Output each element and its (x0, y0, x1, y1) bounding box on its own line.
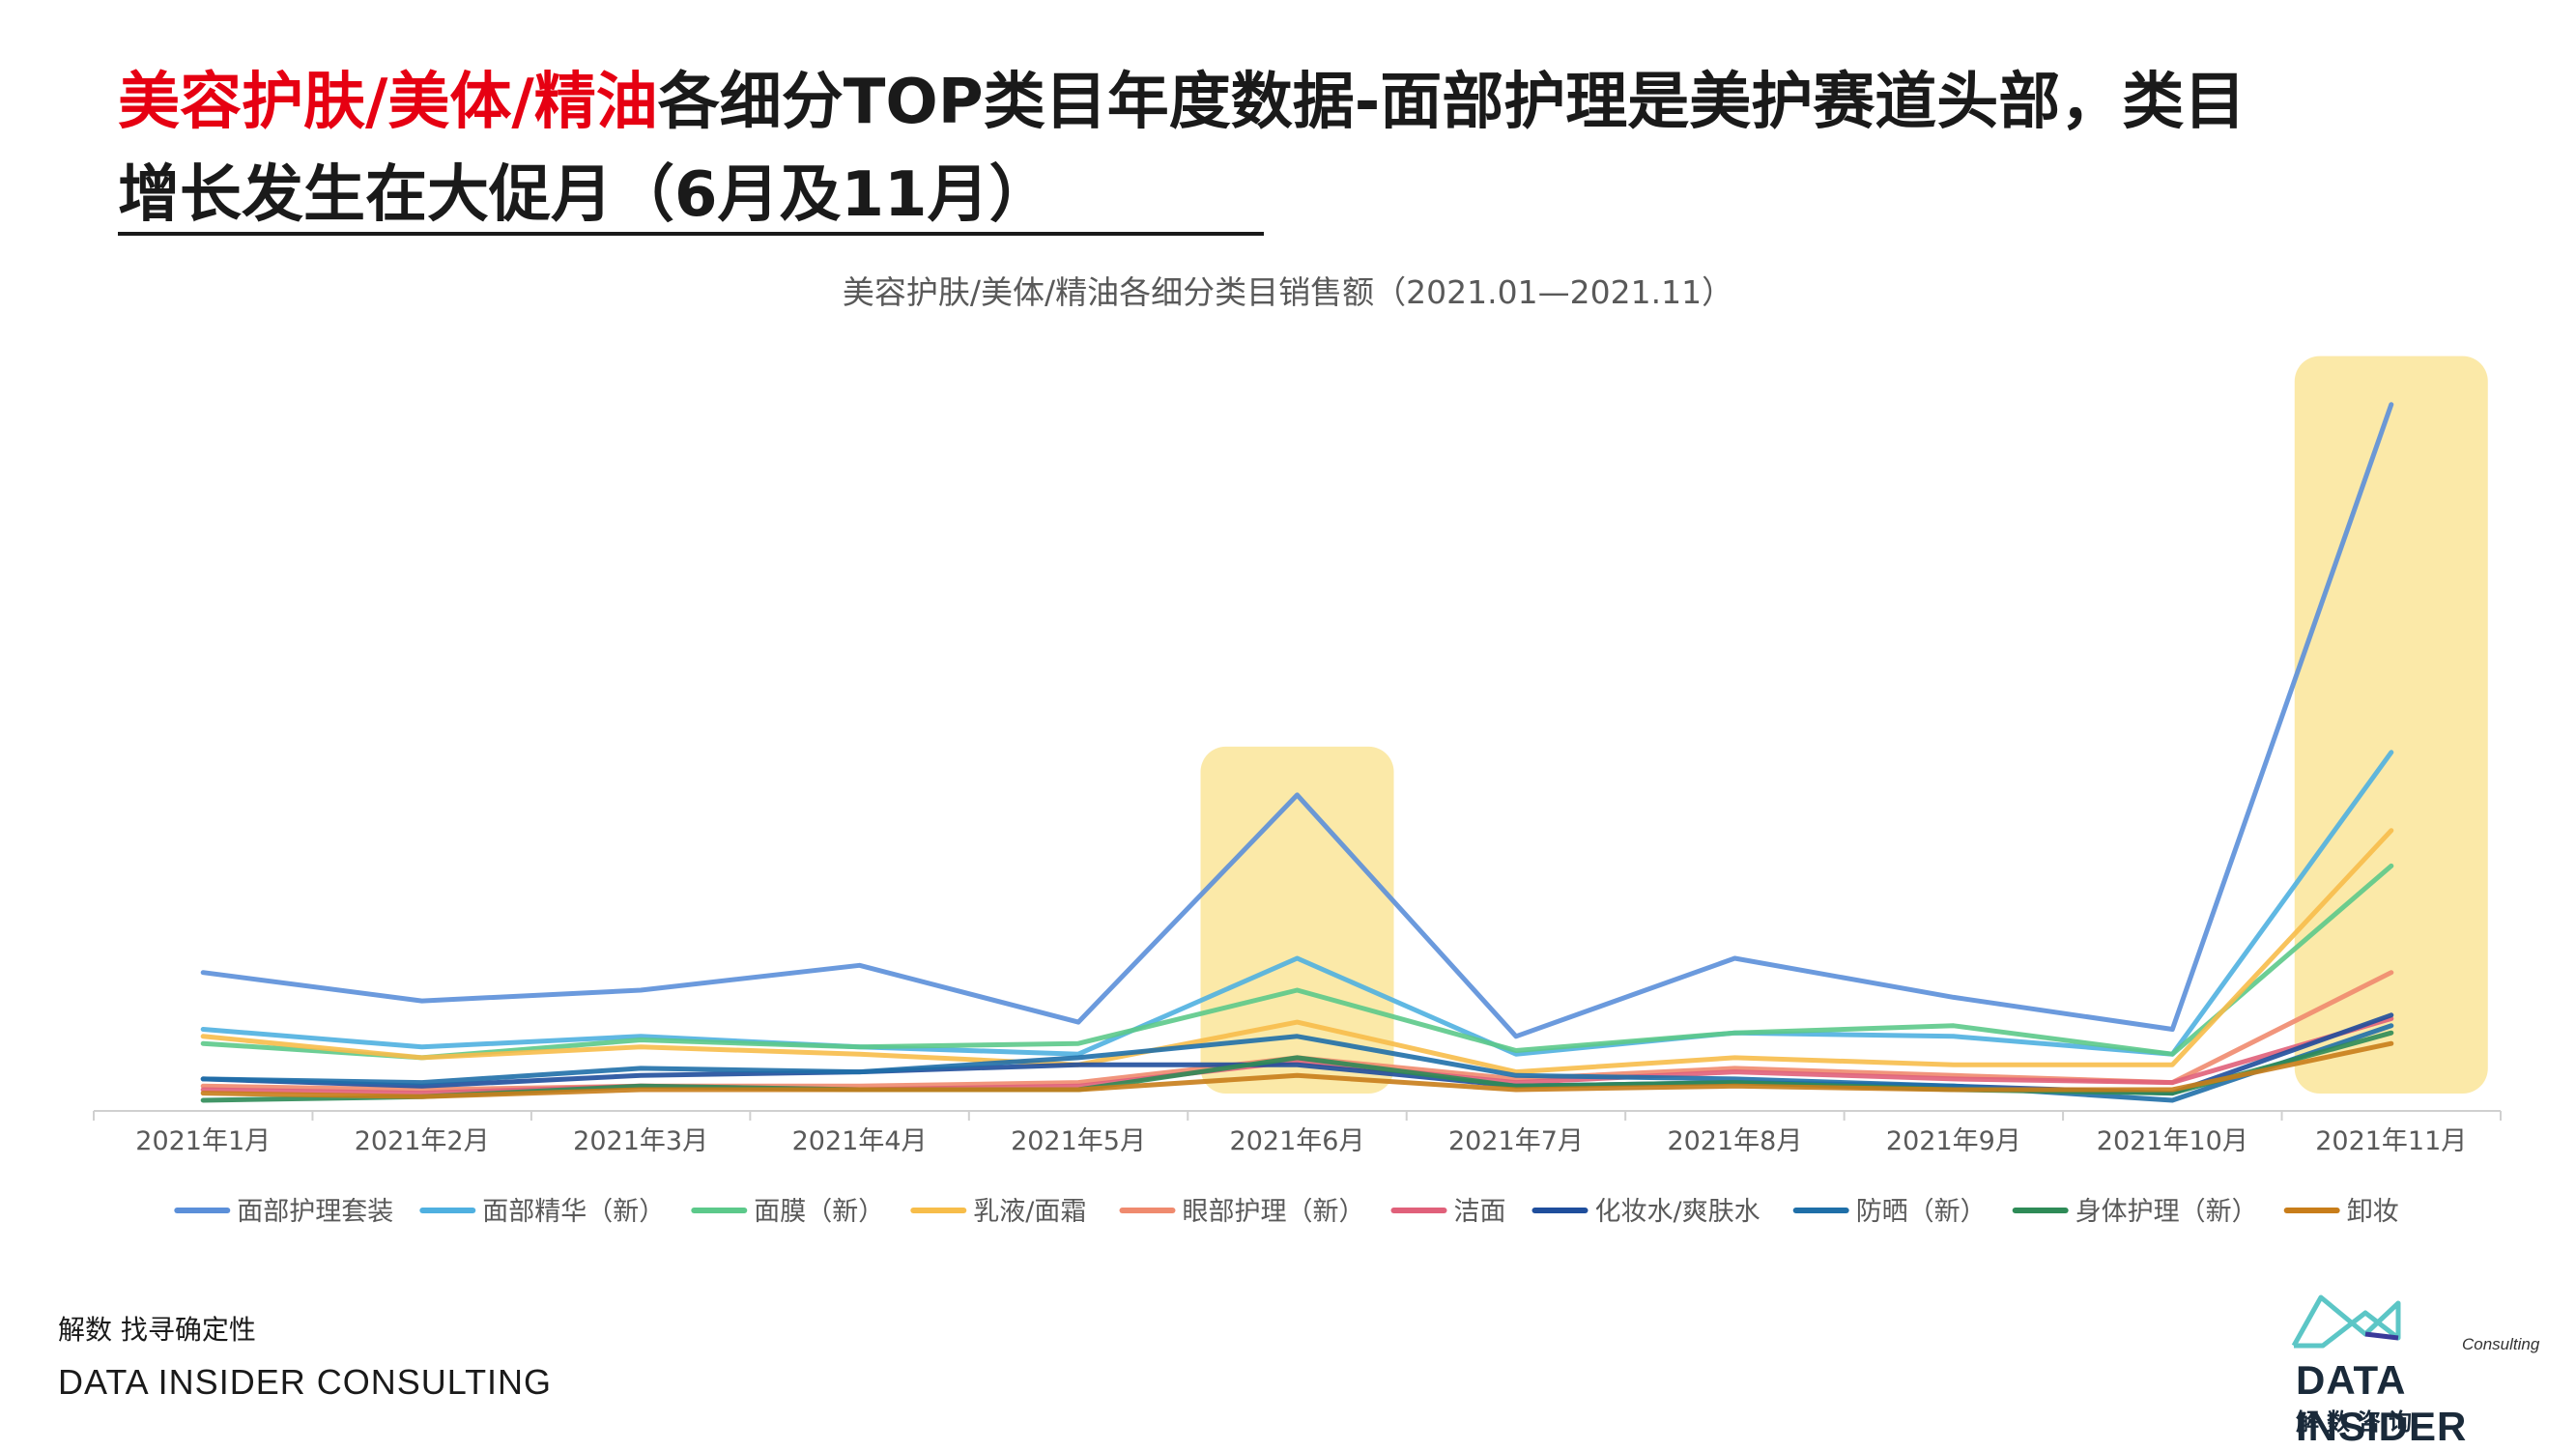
line-chart: 2021年1月 2021年2月 2021年3月 2021年4月 2021年5月 2021年… (93, 355, 2502, 1227)
x-tick-label: 2021年2月 (355, 1126, 490, 1156)
series-line (200, 750, 2394, 1057)
legend-label: 防晒（新） (1856, 1197, 1987, 1227)
page-title: 美容护肤/美体/精油各细分TOP类目年度数据-面部护理是美护赛道头部，类目 增长… (118, 56, 2437, 242)
x-tick-label: 2021年10月 (2097, 1126, 2248, 1156)
company-logo-icon (2291, 1294, 2401, 1349)
x-tick-label: 2021年9月 (1886, 1126, 2021, 1156)
x-tick-label: 2021年11月 (2315, 1126, 2467, 1156)
legend-label: 面部护理套装 (237, 1197, 393, 1227)
highlight-band (2294, 355, 2488, 1094)
title-rest: 各细分TOP类目年度数据-面部护理是美护赛道头部，类目 (657, 67, 2247, 138)
x-tick-label: 2021年5月 (1011, 1126, 1146, 1156)
x-tick-label: 2021年6月 (1230, 1126, 1365, 1156)
legend-label: 化妆水/爽肤水 (1595, 1197, 1760, 1227)
legend-label: 眼部护理（新） (1183, 1197, 1365, 1227)
chart-title: 美容护肤/美体/精油各细分类目销售额（2021.01—2021.11） (842, 273, 1734, 311)
series-line (200, 863, 2394, 1061)
series-line (200, 828, 2394, 1075)
title-line-1: 美容护肤/美体/精油各细分TOP类目年度数据-面部护理是美护赛道头部，类目 (118, 56, 2437, 149)
legend-label: 卸妆 (2347, 1197, 2399, 1227)
footer-company: DATA INSIDER CONSULTING (58, 1362, 553, 1402)
legend-label: 身体护理（新） (2075, 1197, 2258, 1227)
title-highlight: 美容护肤/美体/精油 (118, 67, 658, 138)
x-tick-label: 2021年7月 (1448, 1126, 1584, 1156)
highlight-band (1200, 746, 1394, 1094)
legend-label: 面膜（新） (754, 1197, 884, 1227)
legend-label: 面部精华（新） (482, 1197, 665, 1227)
legend-label: 乳液/面霜 (973, 1197, 1086, 1227)
x-tick-label: 2021年8月 (1667, 1126, 1802, 1156)
title-line-2: 增长发生在大促月（6月及11月） (118, 158, 1264, 236)
x-tick-label: 2021年1月 (135, 1126, 271, 1156)
x-tick-label: 2021年4月 (792, 1126, 928, 1156)
x-tick-label: 2021年3月 (573, 1126, 708, 1156)
logo-consulting-text: Consulting (2462, 1335, 2540, 1353)
series-line (200, 1040, 2394, 1099)
legend-label: 洁面 (1454, 1197, 1506, 1227)
series-line (200, 402, 2394, 1039)
logo-wordmark: DATA INSIDER (2296, 1357, 2468, 1449)
footer-slogan: 解数 找寻确定性 (58, 1314, 256, 1346)
logo-cn-text: 解数咨询 (2296, 1408, 2419, 1436)
